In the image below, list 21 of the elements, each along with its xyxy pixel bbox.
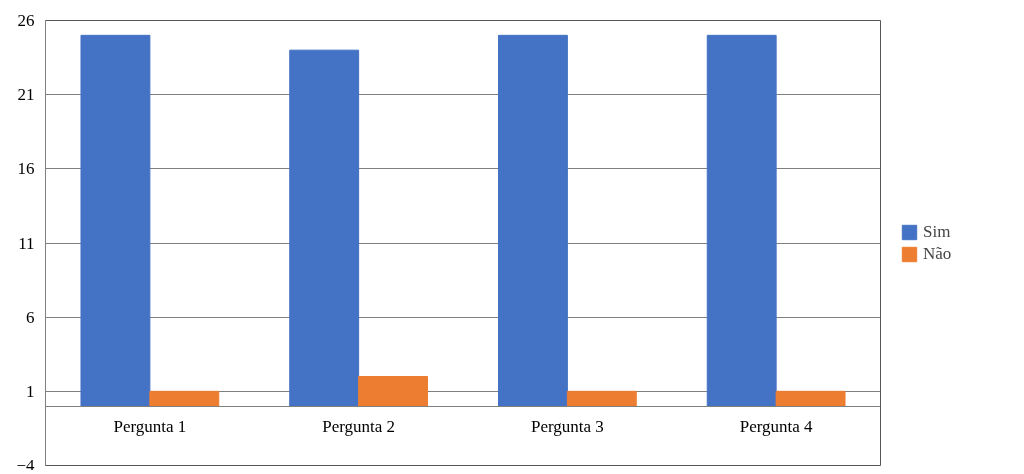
bar xyxy=(289,49,360,407)
y-tick-label: 26 xyxy=(17,11,35,30)
bar xyxy=(80,34,151,407)
y-tick-label: 11 xyxy=(18,233,35,253)
y-tick-label: 16 xyxy=(17,159,35,179)
x-tick-label: Pergunta 2 xyxy=(322,417,396,437)
legend-label: Sim xyxy=(923,221,951,242)
x-tick-label: Pergunta 1 xyxy=(113,417,187,437)
y-tick-label: 1 xyxy=(26,381,35,401)
x-tick-label: Pergunta 3 xyxy=(530,417,604,437)
legend-label: Não xyxy=(923,243,952,264)
y-tick-label: −4 xyxy=(16,455,35,474)
x-tick-label: Pergunta 4 xyxy=(739,417,814,437)
bar xyxy=(566,390,637,407)
bar xyxy=(358,376,429,407)
bar xyxy=(497,34,568,407)
bar xyxy=(149,390,220,407)
bar xyxy=(775,390,846,407)
y-tick-label: 6 xyxy=(26,307,35,327)
bar xyxy=(706,34,777,407)
y-tick-label: 21 xyxy=(17,85,35,105)
